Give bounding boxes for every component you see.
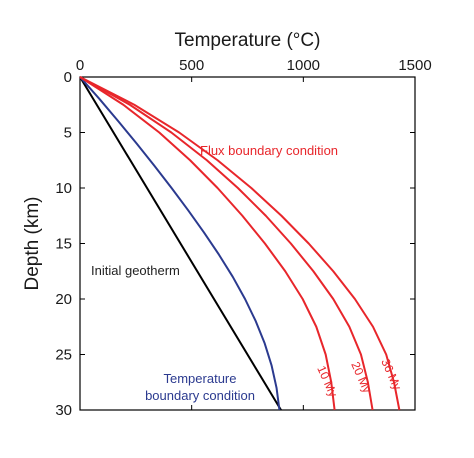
- y-tick-label: 5: [64, 125, 72, 142]
- series-line-10-my: [79, 76, 336, 411]
- y-tick-label: 20: [55, 291, 72, 308]
- y-tick-label: 0: [64, 69, 72, 86]
- series-line-20-my: [79, 76, 374, 411]
- x-axis-ticks: 0 500 1000 1500: [76, 57, 432, 410]
- x-tick-label: 1500: [398, 57, 431, 74]
- x-tick-label: 500: [179, 57, 204, 74]
- y-tick-label: 10: [55, 180, 72, 197]
- annotation-temperature-boundary-line2: boundary condition: [145, 388, 255, 403]
- y-axis-title: Depth (km): [22, 197, 43, 291]
- series-line-36-my: [79, 76, 401, 411]
- annotation-36-my: 36 My: [378, 357, 404, 393]
- y-axis-ticks: 0 5 10 15 20 25 30: [55, 69, 415, 419]
- y-tick-label: 15: [55, 236, 72, 253]
- annotation-flux-boundary: Flux boundary condition: [200, 143, 338, 158]
- x-axis-title: Temperature (°C): [175, 30, 321, 51]
- x-tick-label: 1000: [287, 57, 320, 74]
- annotation-initial-geotherm: Initial geotherm: [91, 263, 180, 278]
- x-tick-label: 0: [76, 57, 84, 74]
- y-tick-label: 25: [55, 347, 72, 364]
- series-lines: [79, 76, 401, 411]
- series-line-temperature-boundary-condition: [79, 76, 281, 411]
- annotation-10-my: 10 My: [314, 364, 340, 400]
- plot-frame: [79, 76, 416, 411]
- annotation-20-my: 20 My: [348, 360, 374, 396]
- annotation-temperature-boundary-line1: Temperature: [164, 371, 237, 386]
- y-tick-label: 30: [55, 402, 72, 419]
- series-line-initial-geotherm: [79, 76, 282, 411]
